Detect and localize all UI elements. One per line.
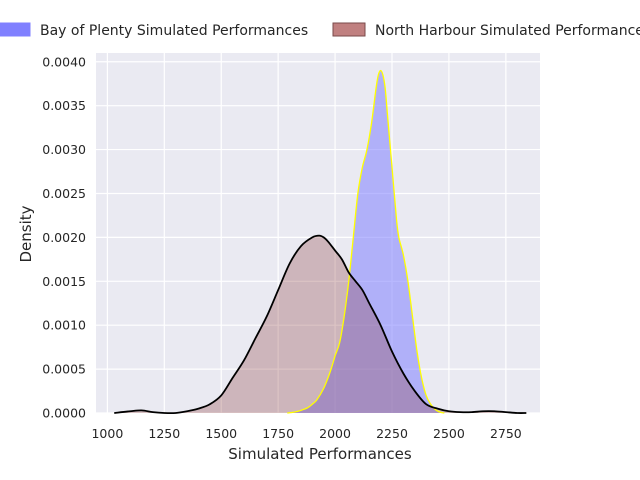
y-tick-label-4: 0.0020 <box>42 230 86 245</box>
y-tick-label-8: 0.0040 <box>42 54 86 69</box>
legend-label-bay-of-plenty: Bay of Plenty Simulated Performances <box>40 23 308 39</box>
y-tick-label-7: 0.0035 <box>42 98 86 113</box>
plot-background <box>96 53 540 413</box>
y-tick-label-2: 0.0010 <box>42 318 86 333</box>
series-fills <box>114 70 527 414</box>
y-tick-label-6: 0.0030 <box>42 142 86 157</box>
legend-swatch-north-harbour <box>332 22 366 37</box>
x-tick-label-0: 1000 <box>91 426 123 441</box>
y-tick-label-5: 0.0025 <box>42 186 86 201</box>
x-tick-label-3: 1750 <box>262 426 294 441</box>
x-tick-label-2: 1500 <box>205 426 237 441</box>
y-tick-label-3: 0.0015 <box>42 274 86 289</box>
series-line-1 <box>114 234 527 415</box>
x-tick-label-6: 2500 <box>433 426 465 441</box>
series-lines <box>114 69 527 415</box>
legend-swatch-bay-of-plenty <box>0 22 31 37</box>
series-area-0 <box>287 70 445 413</box>
x-tick-label-5: 2250 <box>376 426 408 441</box>
x-axis-label: Simulated Performances <box>228 445 412 463</box>
y-axis-label: Density <box>17 205 35 262</box>
x-tick-label-4: 2000 <box>319 426 351 441</box>
legend: Bay of Plenty Simulated Performances Nor… <box>0 22 640 39</box>
series-area-1 <box>114 235 527 414</box>
y-tick-labels: 0.0000 0.0005 0.0010 0.0015 0.0020 0.0025 0.00… <box>42 54 86 420</box>
x-tick-label-1: 1250 <box>148 426 180 441</box>
y-tick-label-1: 0.0005 <box>42 362 86 377</box>
x-tick-label-7: 2750 <box>490 426 522 441</box>
legend-label-north-harbour: North Harbour Simulated Performances <box>375 23 640 39</box>
x-tick-labels: 1000 1250 1500 1750 2000 2250 2500 2750 <box>91 426 521 441</box>
y-tick-label-0: 0.0000 <box>42 406 86 421</box>
series-line-0 <box>287 69 445 414</box>
